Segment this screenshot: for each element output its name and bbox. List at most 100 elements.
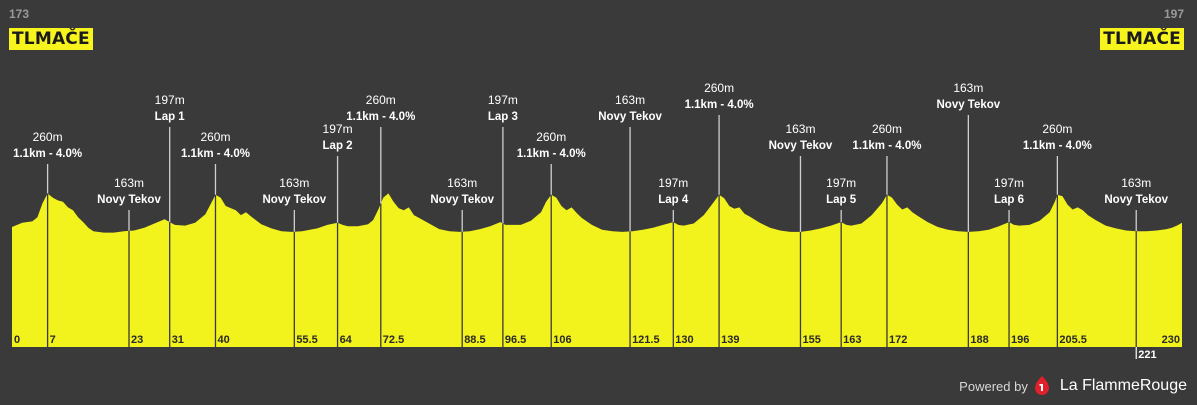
- brand-name: La FlammeRouge: [1059, 377, 1187, 394]
- marker-2: 197m Lap 1: [155, 93, 186, 347]
- marker-name-label: 1.1km - 4.0%: [852, 140, 921, 152]
- km-tick-label: 196: [1011, 334, 1029, 346]
- marker-elevation-label: 260m: [200, 130, 230, 144]
- marker-elevation-label: 260m: [704, 81, 734, 95]
- finish-location-tag: TLMAČE: [1100, 28, 1184, 50]
- marker-elevation-label: 197m: [488, 93, 518, 107]
- km-tick-label: 172: [889, 334, 907, 346]
- marker-10: 163m Novy Tekov: [598, 93, 663, 347]
- km-tick-group: 0 7 23 31 40 55.5 64 72.5 88.5 96.5 106 121.5 130 139…: [14, 334, 1180, 361]
- km-tick: 172: [889, 334, 907, 346]
- marker-17: 197m Lap 6: [994, 176, 1024, 347]
- km-tick: 155: [802, 334, 820, 346]
- km-tick: 72.5: [383, 334, 404, 346]
- start-location-tag: TLMAČE: [9, 28, 93, 50]
- km-tick-label: 130: [675, 334, 693, 346]
- marker-18: 260m 1.1km - 4.0%: [1023, 122, 1092, 347]
- km-tick-label: 155: [802, 334, 820, 346]
- km-tick-label: 188: [970, 334, 988, 346]
- powered-by[interactable]: Powered by La FlammeRouge: [959, 375, 1187, 397]
- km-tick: 106: [553, 334, 571, 346]
- km-tick-label: 55.5: [296, 334, 317, 346]
- marker-elevation-label: 260m: [366, 93, 396, 107]
- marker-elevation-label: 260m: [536, 130, 566, 144]
- km-tick-label: 0: [14, 334, 20, 346]
- km-tick: 230: [1162, 334, 1180, 346]
- km-tick-label: 7: [50, 334, 56, 346]
- marker-3: 260m 1.1km - 4.0%: [181, 130, 250, 347]
- marker-name-label: Novy Tekov: [430, 194, 494, 206]
- marker-name-label: Lap 4: [658, 194, 689, 206]
- marker-11: 197m Lap 4: [658, 176, 689, 347]
- marker-1: 163m Novy Tekov: [97, 176, 161, 347]
- marker-elevation-label: 197m: [658, 176, 688, 190]
- marker-name-label: 1.1km - 4.0%: [1023, 140, 1092, 152]
- marker-elevation-label: 197m: [155, 93, 185, 107]
- marker-group: 260m 1.1km - 4.0% 163m Novy Tekov 197m Lap 1 2…: [13, 81, 1169, 347]
- marker-elevation-label: 163m: [447, 176, 477, 190]
- marker-name-label: Lap 1: [155, 111, 186, 123]
- marker-elevation-label: 197m: [323, 122, 353, 136]
- marker-elevation-label: 163m: [114, 176, 144, 190]
- km-tick-label: 163: [843, 334, 861, 346]
- km-tick: 96.5: [505, 334, 526, 346]
- marker-elevation-label: 197m: [826, 176, 856, 190]
- marker-7: 163m Novy Tekov: [430, 176, 495, 347]
- marker-name-label: 1.1km - 4.0%: [346, 111, 415, 123]
- profile-area: [12, 193, 1182, 347]
- finish-elevation: 197: [1163, 7, 1184, 21]
- km-tick-label: 106: [553, 334, 571, 346]
- km-tick: 40: [217, 334, 229, 346]
- marker-name-label: Novy Tekov: [262, 194, 326, 206]
- marker-elevation-label: 163m: [615, 93, 645, 107]
- km-tick: 188: [970, 334, 988, 346]
- marker-name-label: Novy Tekov: [598, 111, 662, 123]
- km-tick: 55.5: [296, 334, 317, 346]
- km-tick-label: 64: [340, 334, 353, 346]
- km-tick: 221: [1135, 347, 1157, 361]
- marker-16: 163m Novy Tekov: [936, 81, 1001, 347]
- marker-name-label: 1.1km - 4.0%: [685, 99, 754, 111]
- marker-name-label: 1.1km - 4.0%: [13, 148, 82, 160]
- km-tick: 139: [721, 334, 739, 346]
- marker-19: 163m Novy Tekov: [1104, 176, 1169, 347]
- km-tick-label: 96.5: [505, 334, 526, 346]
- marker-elevation-label: 260m: [33, 130, 63, 144]
- km-tick-label: 205.5: [1059, 334, 1087, 346]
- marker-elevation-label: 197m: [994, 176, 1024, 190]
- marker-elevation-label: 163m: [1121, 176, 1151, 190]
- marker-elevation-label: 163m: [785, 122, 815, 136]
- marker-elevation-label: 260m: [1042, 122, 1072, 136]
- km-tick-label: 221: [1138, 349, 1156, 361]
- marker-name-label: Lap 5: [826, 194, 857, 206]
- marker-5: 197m Lap 2: [323, 122, 353, 347]
- km-tick: 205.5: [1059, 334, 1087, 346]
- marker-name-label: Novy Tekov: [936, 99, 1000, 111]
- marker-9: 260m 1.1km - 4.0%: [517, 130, 586, 347]
- marker-name-label: Lap 2: [323, 140, 353, 152]
- km-tick-label: 23: [131, 334, 143, 346]
- marker-4: 163m Novy Tekov: [262, 176, 327, 347]
- km-tick: 64: [340, 334, 353, 346]
- marker-name-label: Novy Tekov: [1104, 194, 1168, 206]
- marker-15: 260m 1.1km - 4.0%: [852, 122, 921, 347]
- marker-name-label: 1.1km - 4.0%: [181, 148, 250, 160]
- km-tick: 88.5: [464, 334, 485, 346]
- marker-name-label: Lap 6: [994, 194, 1024, 206]
- marker-12: 260m 1.1km - 4.0%: [685, 81, 754, 347]
- km-tick-label: 88.5: [464, 334, 485, 346]
- marker-6: 260m 1.1km - 4.0%: [346, 93, 415, 347]
- km-tick-label: 139: [721, 334, 739, 346]
- km-tick-label: 230: [1162, 334, 1180, 346]
- km-tick: 163: [843, 334, 861, 346]
- km-tick: 7: [50, 334, 56, 346]
- marker-elevation-label: 260m: [872, 122, 902, 136]
- marker-name-label: Lap 3: [488, 111, 518, 123]
- km-tick-label: 121.5: [632, 334, 660, 346]
- km-tick: 121.5: [632, 334, 660, 346]
- km-tick-label: 72.5: [383, 334, 404, 346]
- km-tick: 31: [172, 334, 184, 346]
- start-elevation: 173: [9, 7, 30, 21]
- marker-0: 260m 1.1km - 4.0%: [13, 130, 82, 347]
